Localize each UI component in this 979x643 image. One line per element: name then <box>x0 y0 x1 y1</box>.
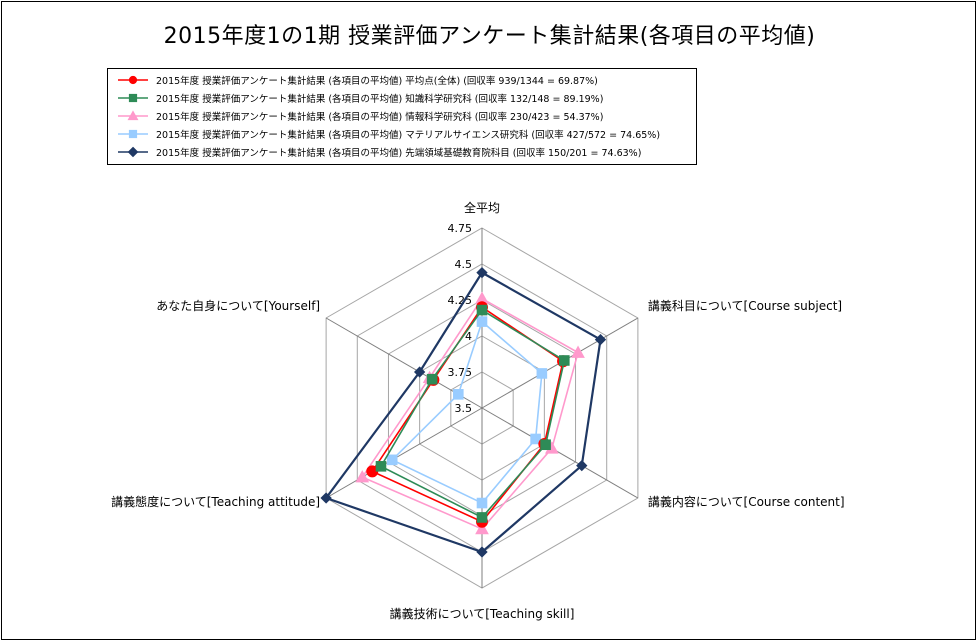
legend-label: 2015年度 授業評価アンケート集計結果 (各項目の平均値) マテリアルサイエン… <box>156 130 661 141</box>
chart-title: 2015年度1の1期 授業評価アンケート集計結果(各項目の平均値) <box>163 24 816 49</box>
data-point <box>375 461 387 472</box>
data-point <box>476 304 488 316</box>
legend-label: 2015年度 授業評価アンケート集計結果 (各項目の平均値) 平均点(全体) (… <box>156 76 598 87</box>
tick-label: 3.75 <box>448 366 473 379</box>
tick-label: 3.5 <box>455 402 473 415</box>
data-point <box>536 368 548 379</box>
tick-label: 4.75 <box>448 222 473 235</box>
legend-swatch-2 <box>118 110 148 121</box>
data-point <box>576 459 588 472</box>
legend-swatch-0 <box>118 75 148 85</box>
chart-legend: 2015年度 授業評価アンケート集計結果 (各項目の平均値) 平均点(全体) (… <box>107 68 697 165</box>
legend-entry: 2015年度 授業評価アンケート集計結果 (各項目の平均値) 先端領域基礎教育院… <box>116 143 641 161</box>
data-point <box>571 345 585 358</box>
legend-swatch-4 <box>118 146 148 158</box>
data-point <box>475 521 489 535</box>
legend-entry: 2015年度 授業評価アンケート集計結果 (各項目の平均値) 平均点(全体) (… <box>116 71 598 89</box>
legend-swatch-3 <box>118 129 148 139</box>
tick-label: 4 <box>465 330 472 343</box>
legend-label: 2015年度 授業評価アンケート集計結果 (各項目の平均値) 先端領域基礎教育院… <box>156 148 642 159</box>
axis-label: 講義態度について[Teaching attitude] <box>111 494 320 509</box>
data-point <box>453 389 464 400</box>
legend-swatch-1 <box>118 93 148 103</box>
axis-label: 講義技術について[Teaching skill] <box>390 606 575 621</box>
data-point <box>530 433 541 445</box>
data-point <box>540 439 551 451</box>
legend-marker <box>128 129 138 139</box>
data-point <box>594 333 607 346</box>
legend-marker <box>127 110 139 121</box>
legend-entry: 2015年度 授業評価アンケート集計結果 (各項目の平均値) 情報科学研究科 (… <box>116 107 603 125</box>
data-point <box>476 266 488 279</box>
data-point <box>426 373 438 385</box>
data-point <box>559 355 570 366</box>
axis-label: 講義科目について[Course subject] <box>648 298 842 313</box>
data-point <box>476 316 488 327</box>
axis-spoke <box>481 407 639 499</box>
data-point <box>476 546 488 558</box>
data-point <box>355 470 370 483</box>
legend-label: 2015年度 授業評価アンケート集計結果 (各項目の平均値) 情報科学研究科 (… <box>156 112 604 123</box>
axis-label: あなた自身について[Yourself] <box>156 298 320 313</box>
legend-marker <box>127 146 139 158</box>
tick-label: 4.5 <box>455 258 473 271</box>
axis-label: 全平均 <box>464 200 500 215</box>
axis-spoke <box>325 407 483 499</box>
legend-marker <box>128 93 138 103</box>
data-point <box>413 366 426 378</box>
legend-entry: 2015年度 授業評価アンケート集計結果 (各項目の平均値) 知識科学研究科 (… <box>116 89 603 107</box>
legend-entry: 2015年度 授業評価アンケート集計結果 (各項目の平均値) マテリアルサイエン… <box>116 125 660 143</box>
data-point <box>320 492 332 504</box>
legend-label: 2015年度 授業評価アンケート集計結果 (各項目の平均値) 知識科学研究科 (… <box>156 94 604 105</box>
data-point <box>476 497 488 509</box>
data-point <box>386 454 398 466</box>
data-point <box>476 512 488 523</box>
legend-marker <box>128 75 138 85</box>
axis-label: 講義内容について[Course content] <box>648 494 845 509</box>
